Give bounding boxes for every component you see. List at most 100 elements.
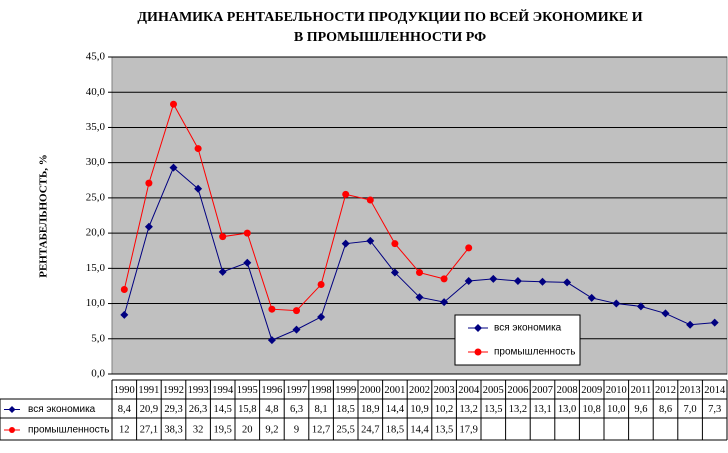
table-row-label: вся экономика: [28, 404, 96, 415]
x-tick-label: 2005: [483, 385, 504, 396]
table-value: 6,3: [290, 404, 303, 415]
table-value: 9: [294, 424, 299, 435]
table-value: 13,0: [558, 404, 576, 415]
table-value: 13,1: [533, 404, 551, 415]
table-value: 25,5: [337, 424, 355, 435]
table-value: 12,7: [312, 424, 330, 435]
table-value: 9,6: [634, 404, 647, 415]
marker: [243, 258, 252, 267]
marker: [366, 196, 374, 204]
x-tick-label: 2008: [557, 385, 578, 396]
marker: [120, 285, 128, 293]
x-tick-label: 1999: [335, 385, 356, 396]
x-tick-label: 1994: [212, 385, 234, 396]
marker: [243, 229, 251, 237]
y-tick-label: 15,0: [86, 262, 106, 274]
table-value: 10,8: [583, 404, 601, 415]
x-tick-label: 1990: [114, 385, 135, 396]
x-tick-label: 2006: [507, 385, 528, 396]
marker: [366, 236, 375, 245]
x-tick-label: 2014: [704, 385, 726, 396]
x-tick-label: 1997: [286, 385, 307, 396]
marker: [563, 278, 572, 287]
marker: [342, 190, 350, 198]
x-tick-label: 2013: [680, 385, 701, 396]
table-value: 24,7: [361, 424, 379, 435]
x-tick-label: 1995: [237, 385, 258, 396]
marker: [489, 274, 498, 283]
x-tick-label: 1992: [163, 385, 184, 396]
marker: [145, 179, 153, 187]
marker: [293, 307, 300, 315]
marker: [169, 163, 178, 172]
chart-title: В ПРОМЫШЛЕННОСТИ РФ: [294, 30, 486, 45]
table-row-label: промышленность: [28, 425, 109, 436]
table-value: 9,2: [265, 424, 278, 435]
marker: [219, 233, 227, 241]
marker: [587, 293, 596, 302]
legend-label: промышленность: [494, 347, 575, 358]
table-value: 18,9: [361, 404, 379, 415]
table-value: 26,3: [189, 404, 207, 415]
y-tick-label: 30,0: [86, 156, 106, 168]
marker: [120, 310, 129, 319]
legend-marker: [474, 324, 482, 332]
table-value: 27,1: [140, 424, 158, 435]
marker: [390, 268, 399, 277]
x-tick-label: 1993: [188, 385, 209, 396]
table-value: 14,4: [410, 424, 429, 435]
table-value: 10,0: [607, 404, 625, 415]
marker: [144, 222, 153, 231]
x-tick-label: 2002: [409, 385, 430, 396]
table-value: 18,5: [386, 424, 404, 435]
marker: [636, 302, 645, 311]
table-key-marker: [9, 427, 15, 433]
marker: [194, 184, 203, 193]
x-tick-label: 2001: [384, 385, 405, 396]
y-axis-label: РЕНТАБЕЛЬНОСТЬ, %: [38, 154, 50, 278]
x-tick-label: 2010: [606, 385, 627, 396]
x-tick-label: 2012: [655, 385, 676, 396]
table-value: 8,1: [315, 404, 328, 415]
chart-title: ДИНАМИКА РЕНТАБЕЛЬНОСТИ ПРОДУКЦИИ ПО ВСЕ…: [137, 8, 642, 25]
x-tick-label: 2011: [631, 385, 652, 396]
table-value: 32: [193, 424, 204, 435]
marker: [686, 320, 695, 329]
marker: [710, 318, 719, 327]
marker: [194, 145, 202, 153]
table-value: 7,3: [708, 404, 721, 415]
plot-area: [111, 56, 728, 375]
x-tick-label: 2000: [360, 385, 381, 396]
table-value: 8,4: [118, 404, 132, 415]
table-value: 20,9: [140, 404, 158, 415]
marker: [513, 277, 522, 286]
x-tick-label: 1998: [311, 385, 332, 396]
marker: [465, 244, 473, 252]
x-tick-label: 2007: [532, 385, 553, 396]
marker: [218, 267, 227, 276]
marker: [268, 305, 276, 313]
marker: [317, 281, 325, 289]
table-key-marker: [8, 406, 16, 413]
marker: [538, 277, 547, 286]
marker: [612, 299, 621, 308]
legend-label: вся экономика: [494, 323, 562, 334]
y-tick-label: 45,0: [86, 51, 106, 63]
y-tick-label: 20,0: [86, 227, 106, 239]
table-value: 19,5: [214, 424, 232, 435]
marker: [391, 240, 399, 248]
marker: [440, 275, 448, 283]
table-value: 29,3: [164, 404, 182, 415]
table-value: 4,8: [265, 404, 278, 415]
y-tick-label: 25,0: [86, 191, 106, 203]
marker: [267, 336, 276, 345]
marker: [341, 239, 350, 248]
marker: [440, 298, 449, 307]
x-tick-label: 2009: [581, 385, 602, 396]
y-tick-label: 40,0: [86, 86, 106, 98]
marker: [464, 277, 473, 286]
y-tick-label: 5,0: [91, 332, 105, 344]
y-tick-label: 0,0: [91, 368, 105, 380]
marker: [170, 100, 177, 108]
